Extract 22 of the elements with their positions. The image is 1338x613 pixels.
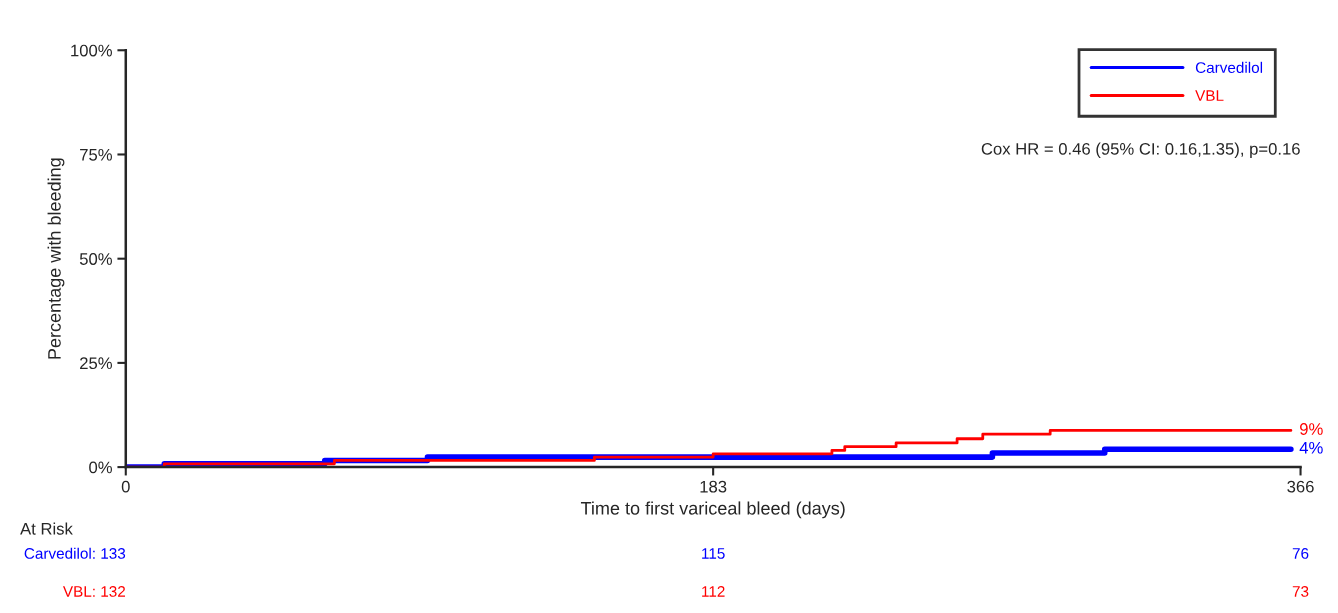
text: 115 bbox=[702, 548, 725, 559]
text: Carvedilol: 133 bbox=[24, 547, 126, 559]
annotation: 4% bbox=[1299, 441, 1323, 454]
y-tick-label: 75% bbox=[80, 148, 112, 161]
text: 73 bbox=[1292, 586, 1309, 597]
x-tick-label: 183 bbox=[700, 480, 727, 493]
x-axis-title: Time to first variceal bleed (days) bbox=[580, 501, 845, 519]
y-tick-label: 100% bbox=[71, 44, 112, 57]
text: Carvedilol bbox=[1195, 61, 1263, 74]
y-tick-label: 0% bbox=[89, 461, 112, 474]
y-axis-title: Percentage with bleeding bbox=[47, 158, 65, 359]
text: At Risk bbox=[20, 522, 73, 535]
annotation: 9% bbox=[1300, 423, 1323, 435]
text: 76 bbox=[1292, 548, 1309, 559]
text: VBL: 132 bbox=[62, 586, 126, 597]
annotation: Cox HR = 0.46 (95% CI: 0.16,1.35), p=0.16 bbox=[981, 142, 1300, 159]
text: VBL bbox=[1195, 90, 1224, 101]
x-tick-label: 0 bbox=[121, 480, 130, 493]
y-tick-label: 25% bbox=[80, 357, 112, 370]
x-tick-label: 366 bbox=[1287, 480, 1314, 493]
y-tick-label: 50% bbox=[79, 253, 112, 265]
text: 112 bbox=[702, 586, 725, 597]
